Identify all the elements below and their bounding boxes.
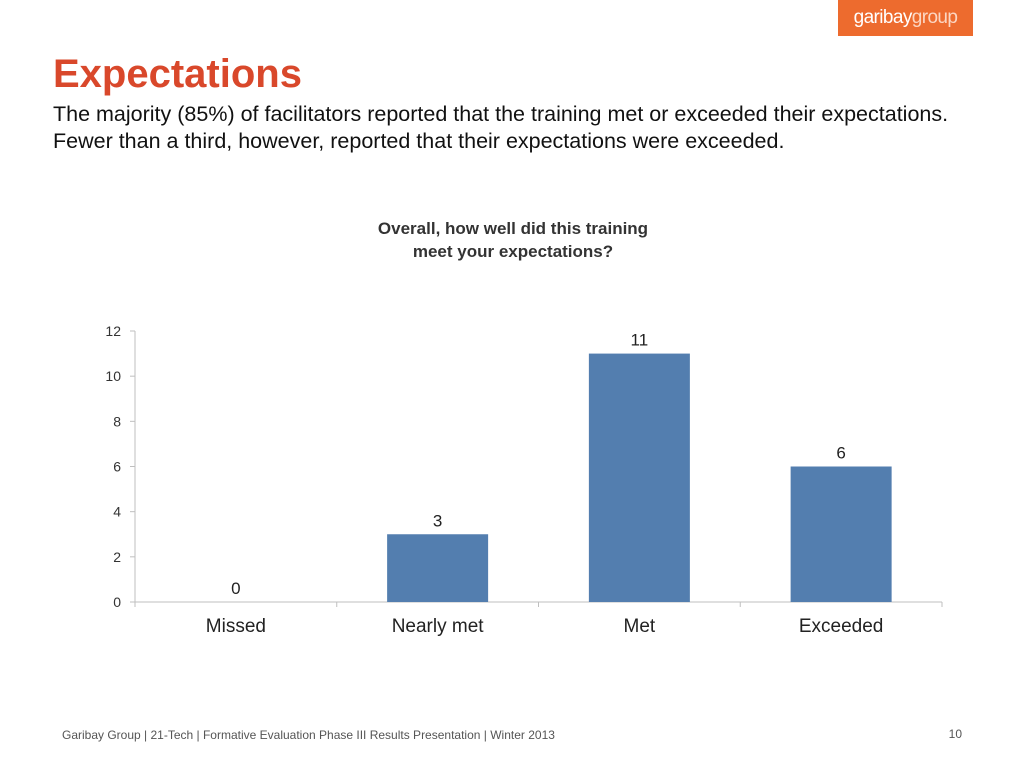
garibay-group-logo: garibay group	[838, 0, 973, 36]
y-tick-label: 12	[105, 323, 121, 339]
bar-exceeded	[790, 466, 892, 602]
y-tick-label: 0	[113, 594, 121, 610]
data-label: 0	[231, 579, 240, 598]
chart-title-line-1: Overall, how well did this training	[377, 219, 649, 238]
logo-text-main: garibay	[853, 7, 913, 28]
y-tick-label: 4	[113, 504, 121, 520]
page-number: 10	[948, 727, 962, 741]
y-tick-label: 8	[113, 413, 121, 429]
bar-met	[588, 353, 690, 602]
data-label: 11	[631, 331, 649, 350]
x-category-label: Nearly met	[392, 616, 485, 637]
data-label: 3	[433, 511, 442, 530]
x-category-label: Exceeded	[799, 616, 884, 637]
logo-text-light: group	[911, 7, 958, 28]
y-tick-label: 6	[113, 459, 121, 475]
y-tick-label: 10	[105, 368, 121, 384]
y-tick-label: 2	[113, 549, 121, 565]
data-label: 6	[836, 444, 845, 463]
footer-text: Garibay Group | 21-Tech | Formative Eval…	[62, 728, 555, 742]
slide-title: Expectations	[53, 52, 302, 96]
chart-title: Overall, how well did this training meet…	[263, 217, 763, 263]
chart-title-line-2: meet your expectations?	[412, 242, 614, 261]
x-category-label: Missed	[206, 616, 266, 637]
slide-subtitle: The majority (85%) of facilitators repor…	[53, 102, 949, 153]
x-category-label: Met	[624, 616, 656, 637]
bar-nearly-met	[387, 534, 489, 602]
